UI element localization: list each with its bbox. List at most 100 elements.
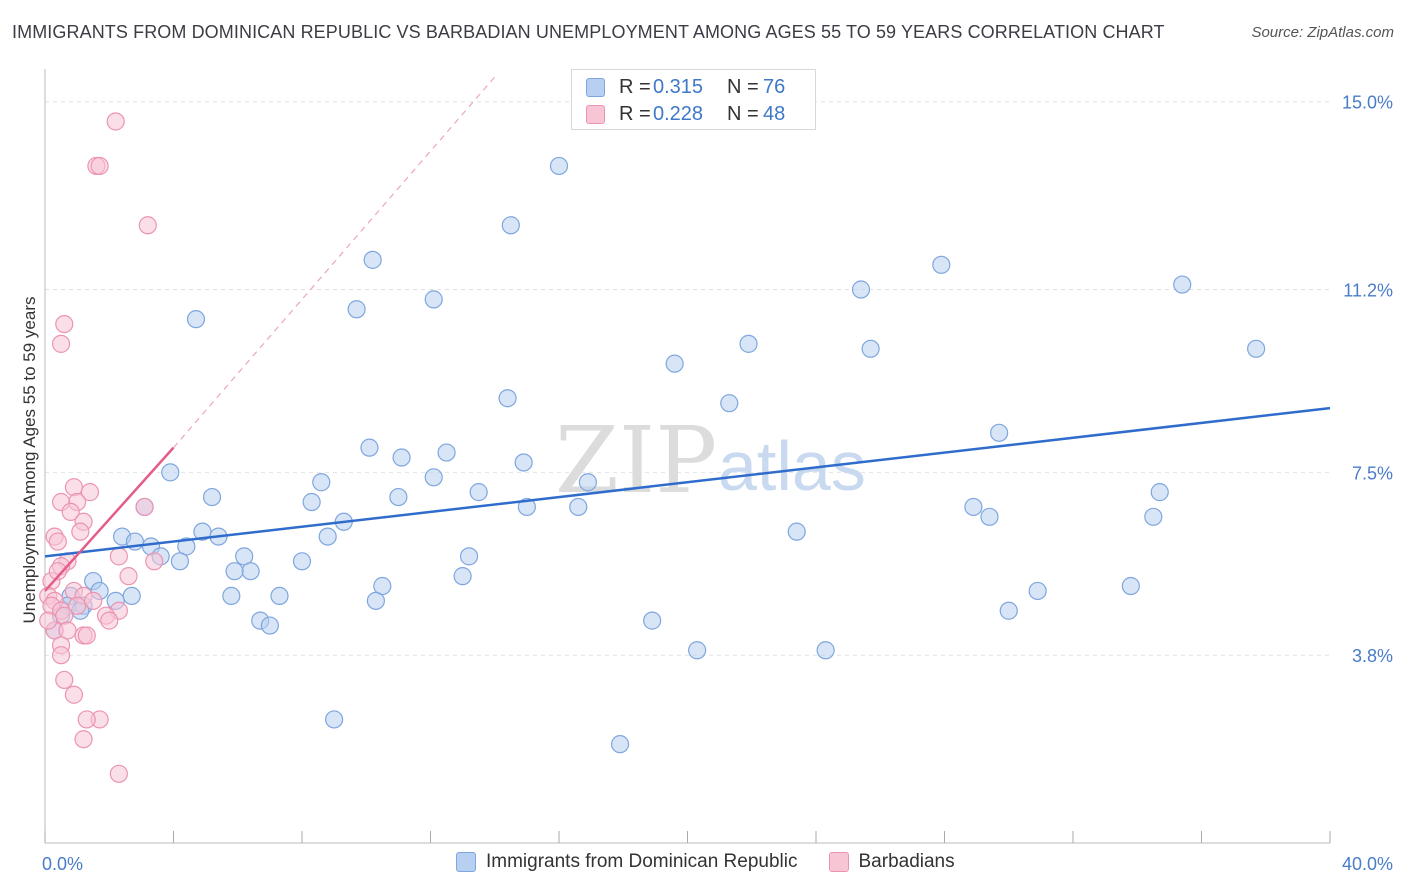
watermark-zip: ZIP (555, 407, 717, 514)
point-dominican (999, 601, 1018, 620)
point-dominican (498, 389, 517, 408)
point-dominican (325, 710, 344, 729)
point-dominican (549, 156, 569, 176)
point-dominican (389, 487, 408, 507)
point-dominican (363, 250, 382, 269)
point-barbadian (77, 626, 96, 645)
y-tick-label: 7.5% (1352, 463, 1393, 483)
trend-line-barbadian-extension (173, 76, 496, 449)
point-dominican (1144, 507, 1163, 526)
y-tick-label: 15.0% (1342, 93, 1393, 113)
point-dominican (1247, 339, 1266, 358)
legend-r-label: R = (619, 75, 651, 98)
point-dominican (453, 567, 472, 586)
point-dominican (501, 216, 520, 235)
point-dominican (170, 552, 190, 571)
point-dominican (424, 468, 443, 487)
legend-n-value: 76 (763, 75, 786, 98)
point-barbadian (138, 216, 157, 235)
legend-row-dominican: R = 0.315 N = 76 (586, 75, 785, 99)
point-dominican (366, 591, 385, 610)
point-dominican (202, 487, 222, 507)
point-dominican (122, 586, 141, 606)
point-barbadian (48, 562, 67, 581)
trend-line-dominican (44, 406, 1331, 558)
point-barbadian (106, 112, 125, 131)
legend-swatch-barbadian (828, 852, 849, 872)
point-dominican (186, 310, 206, 329)
y-tick-label: 3.8% (1352, 646, 1393, 666)
point-dominican (222, 586, 241, 606)
legend-r-value: 0.315 (653, 75, 704, 98)
x-tick-label-min: 0.0% (42, 854, 83, 874)
point-dominican (260, 616, 279, 635)
point-dominican (459, 547, 479, 566)
legend-row-barbadian: R = 0.228 N = 48 (586, 102, 785, 126)
point-dominican (392, 448, 411, 467)
point-dominican (720, 394, 739, 413)
legend-item-barbadian[interactable]: Barbadians (828, 851, 955, 873)
point-dominican (578, 473, 598, 492)
point-barbadian (135, 497, 154, 517)
series-barbadian-points (39, 112, 164, 783)
point-barbadian (71, 522, 90, 541)
point-dominican (816, 641, 835, 660)
point-dominican (1150, 483, 1169, 502)
point-dominican (302, 492, 321, 512)
point-barbadian (145, 552, 164, 571)
legend-item-dominican[interactable]: Immigrants from Dominican Republic (456, 851, 798, 873)
axis-labels: 3.8% 7.5% 11.2% 15.0% 0.0% 40.0% Unemployment … (20, 93, 1393, 874)
point-dominican (688, 641, 707, 660)
point-barbadian (100, 611, 119, 630)
legend-swatch-barbadian (586, 104, 605, 124)
point-barbadian (64, 478, 84, 497)
point-barbadian (77, 710, 96, 729)
point-dominican (569, 497, 588, 517)
point-dominican (270, 586, 289, 606)
point-dominican (347, 300, 366, 319)
legend-r-value: 0.228 (653, 102, 704, 125)
watermark: ZIP atlas (555, 407, 866, 514)
point-barbadian (51, 646, 71, 665)
point-barbadian (39, 611, 58, 630)
point-dominican (469, 483, 488, 502)
point-barbadian (61, 502, 80, 521)
x-tick-label-max: 40.0% (1342, 854, 1393, 874)
point-barbadian (55, 670, 74, 690)
y-axis-title: Unemployment Among Ages 55 to 59 years (20, 297, 39, 624)
point-barbadian (80, 483, 100, 502)
point-dominican (312, 473, 331, 492)
point-dominican (318, 527, 337, 546)
watermark-atlas: atlas (718, 427, 866, 505)
axes (44, 69, 1331, 844)
legend-swatch-dominican (586, 77, 605, 97)
point-dominican (1028, 581, 1047, 601)
trend-line-barbadian (44, 446, 175, 592)
point-dominican (990, 423, 1009, 442)
point-dominican (980, 507, 999, 526)
legend-label-barbadian: Barbadians (858, 851, 955, 872)
legend-label-dominican: Immigrants from Dominican Republic (486, 851, 798, 872)
point-dominican (241, 562, 260, 581)
correlation-legend: R = 0.315 N = 76 R = 0.228 N = 48 (571, 69, 816, 130)
legend-n-label: N = (727, 75, 759, 98)
chart-title: IMMIGRANTS FROM DOMINICAN REPUBLIC VS BA… (12, 22, 1165, 42)
legend-n-value: 48 (763, 102, 786, 125)
point-barbadian (55, 606, 74, 625)
point-dominican (161, 463, 180, 482)
point-dominican (292, 552, 312, 571)
point-dominican (1173, 275, 1192, 294)
point-dominican (851, 280, 871, 299)
series-legend: Immigrants from Dominican Republic Barba… (456, 851, 986, 873)
source-label: Source: ZipAtlas.com (1251, 24, 1394, 41)
y-tick-label: 11.2% (1343, 281, 1393, 301)
point-barbadian (109, 547, 128, 566)
point-barbadian (119, 567, 138, 586)
trend-lines (44, 76, 1331, 592)
point-dominican (1121, 576, 1140, 596)
point-dominican (861, 339, 880, 358)
point-barbadian (84, 591, 103, 610)
point-dominican (517, 497, 536, 517)
point-dominican (610, 735, 630, 754)
